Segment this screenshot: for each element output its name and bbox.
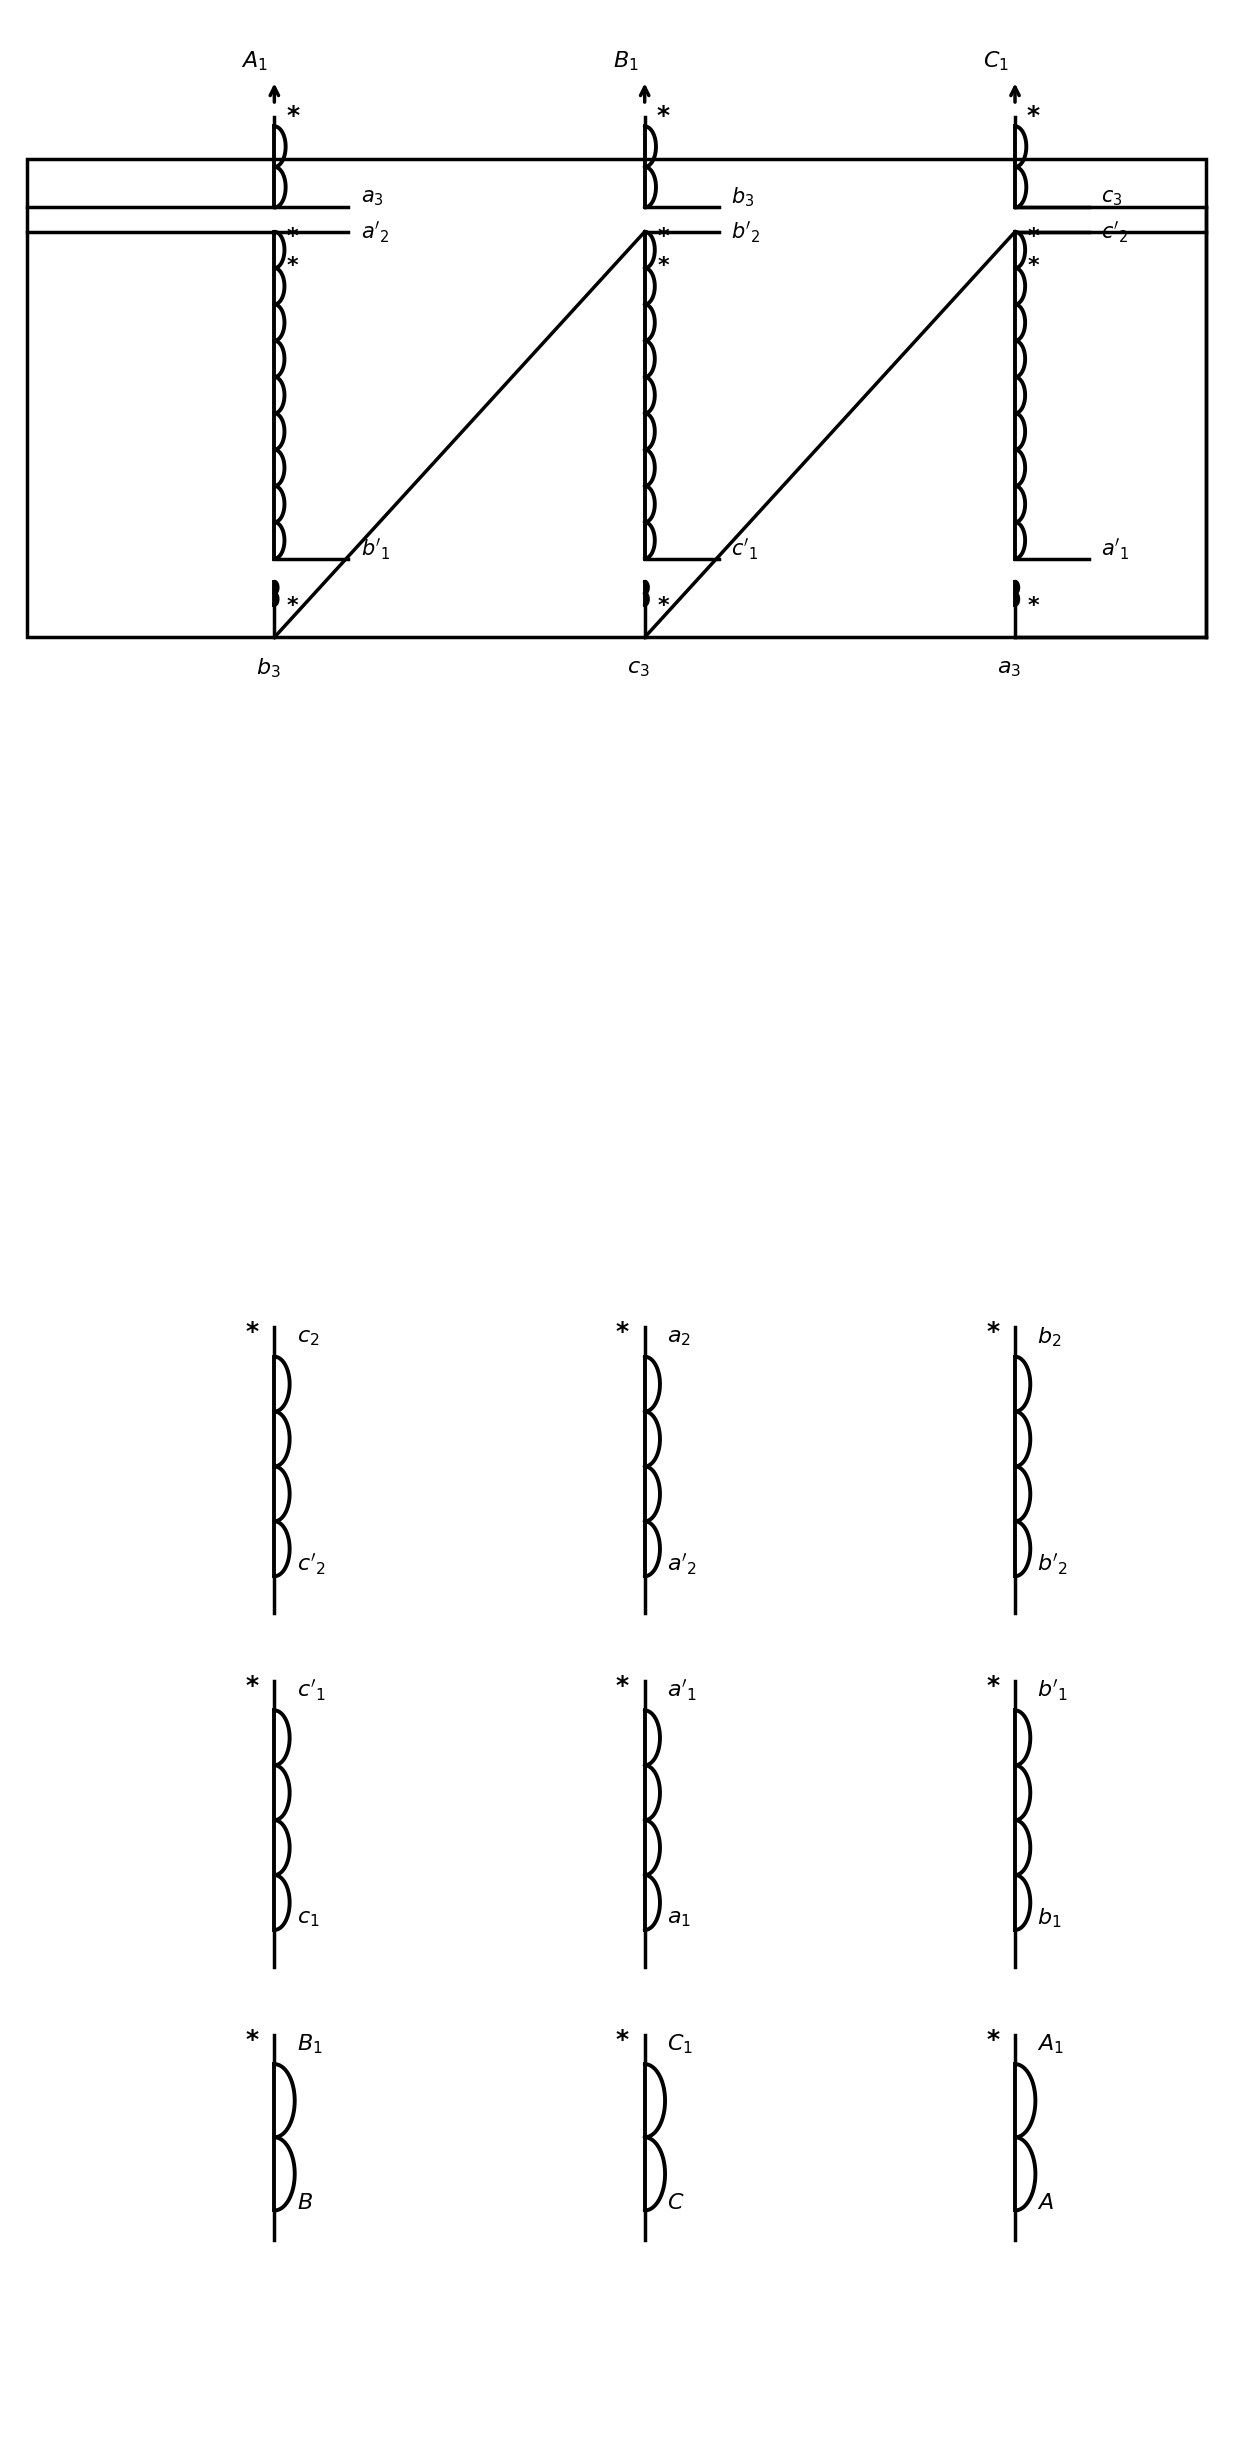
Text: $A_1$: $A_1$ [242,49,268,73]
Text: $a'_2$: $a'_2$ [667,1553,697,1577]
Bar [27,159,1207,638]
Text: $a_1$: $a_1$ [667,1907,691,1929]
Text: $a'_1$: $a'_1$ [667,1677,697,1704]
Text: *: * [657,103,670,127]
Text: *: * [616,2027,629,2051]
Text: $c_2$: $c_2$ [296,1325,319,1347]
Text: $a_3$: $a_3$ [997,658,1021,680]
Text: *: * [1028,597,1039,616]
Text: *: * [286,103,299,127]
Text: $c_3$: $c_3$ [627,658,650,680]
Text: $c_3$: $c_3$ [1101,188,1123,208]
Text: *: * [246,1675,259,1697]
Text: *: * [657,227,670,247]
Text: *: * [657,597,670,616]
Text: $C$: $C$ [667,2193,684,2215]
Text: $b_2$: $b_2$ [1037,1325,1061,1350]
Text: $B_1$: $B_1$ [613,49,639,73]
Text: $B_1$: $B_1$ [296,2032,322,2056]
Text: $c'_1$: $c'_1$ [296,1677,325,1704]
Text: *: * [616,1320,629,1345]
Text: *: * [286,227,299,247]
Text: $a'_1$: $a'_1$ [1101,535,1130,562]
Text: $b_3$: $b_3$ [732,186,754,210]
Text: $b'_2$: $b'_2$ [732,220,760,244]
Text: $C_1$: $C_1$ [667,2032,693,2056]
Text: $A$: $A$ [1037,2193,1054,2215]
Text: *: * [1028,227,1039,247]
Text: $B$: $B$ [296,2193,312,2215]
Text: *: * [657,257,670,276]
Text: $b'_1$: $b'_1$ [361,535,391,562]
Text: $c'_2$: $c'_2$ [1101,220,1128,244]
Text: $b_3$: $b_3$ [255,658,280,680]
Text: $c'_2$: $c'_2$ [296,1553,325,1577]
Text: *: * [246,1320,259,1345]
Text: $c_1$: $c_1$ [296,1907,319,1929]
Text: *: * [246,2027,259,2051]
Text: $b'_1$: $b'_1$ [1037,1677,1069,1704]
Text: *: * [986,2027,999,2051]
Text: *: * [1028,257,1039,276]
Text: $a_3$: $a_3$ [361,188,383,208]
Text: *: * [616,1675,629,1697]
Text: $b'_2$: $b'_2$ [1037,1553,1068,1577]
Text: *: * [986,1675,999,1697]
Text: $a_2$: $a_2$ [667,1325,691,1347]
Text: *: * [286,597,299,616]
Text: $a'_2$: $a'_2$ [361,220,389,244]
Text: $C_1$: $C_1$ [983,49,1009,73]
Text: *: * [1027,103,1040,127]
Text: $c'_1$: $c'_1$ [732,535,758,562]
Text: *: * [286,257,299,276]
Text: $A_1$: $A_1$ [1037,2032,1064,2056]
Text: *: * [986,1320,999,1345]
Text: $b_1$: $b_1$ [1037,1907,1061,1929]
